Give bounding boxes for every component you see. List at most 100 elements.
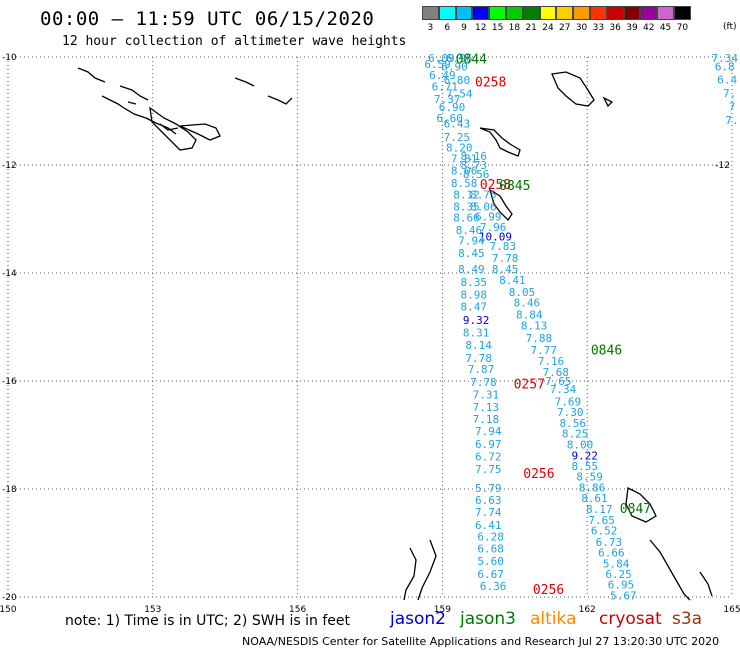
- lon-tick-label: 153: [144, 605, 161, 615]
- map-grid: [7, 56, 733, 598]
- legend-item-cryosat: cryosat: [599, 609, 662, 629]
- scale-label: 70: [676, 23, 689, 33]
- pass-time-label: 0847: [620, 502, 651, 517]
- lat-tick-label: -12: [715, 161, 730, 171]
- track-values: 6.096.966.596.906.496.806.717.547.376.90…: [424, 52, 738, 602]
- wave-height-value: 8.55: [572, 460, 599, 473]
- wave-height-value: 8.00: [567, 439, 594, 452]
- wave-height-value: 8.73: [461, 159, 488, 172]
- scale-swatch-4: 15: [489, 6, 506, 33]
- wave-height-value: 8.49: [458, 263, 485, 276]
- scale-label: 9: [461, 23, 467, 33]
- scale-swatch-13: 42: [640, 6, 658, 33]
- pass-time-label: 0846: [591, 344, 622, 359]
- wave-height-value: 7.88: [526, 332, 553, 345]
- scale-label: 6: [444, 23, 451, 33]
- wave-height-value: 8.41: [499, 274, 526, 287]
- wave-height-value: 7.54: [446, 88, 473, 101]
- wave-height-value: 9.32: [463, 314, 490, 327]
- wave-height-value: 8.98: [461, 289, 488, 302]
- wave-height-value: 6.52: [591, 525, 618, 538]
- wave-height-value: 6.96: [446, 52, 473, 65]
- scale-swatch-5: 18: [505, 6, 523, 33]
- wave-height-value: 6.72: [475, 451, 502, 464]
- wave-height-value: 6.99: [475, 210, 502, 223]
- island-outline: [602, 96, 614, 108]
- wave-height-value: 8.31: [463, 326, 490, 339]
- wave-height-value: 6.60: [436, 112, 463, 125]
- wave-height-value: 8.58: [451, 177, 478, 190]
- scale-label: 45: [659, 23, 672, 33]
- lat-tick-label: -14: [2, 269, 17, 279]
- wave-height-value: 6.41: [475, 519, 502, 532]
- wave-height-value: 8.47: [461, 300, 488, 313]
- wave-height-value: 7.65: [545, 375, 572, 388]
- lon-tick-label: 150: [0, 605, 17, 615]
- island-outline: [479, 127, 521, 157]
- wave-height-value: 7.78: [492, 252, 519, 265]
- pass-time-label: 0845: [499, 179, 530, 194]
- wave-height-value: 8.45: [458, 247, 485, 260]
- scale-label: 18: [508, 23, 521, 33]
- wave-height-value: 5.60: [477, 555, 504, 568]
- lat-tick-label: -16: [2, 377, 17, 387]
- wave-height-value: 8.56: [559, 417, 586, 430]
- island-outline: [159, 123, 179, 131]
- lon-tick-label: 156: [289, 605, 306, 615]
- wave-height-value: 8.13: [521, 319, 548, 332]
- wave-height-value: 6.95: [608, 579, 635, 592]
- scale-swatch-12: 39: [623, 6, 641, 33]
- island-outline: [625, 487, 657, 523]
- wave-height-value: 6.28: [477, 531, 504, 544]
- island-outline: [179, 123, 221, 141]
- scale-swatch-7: 24: [539, 6, 557, 33]
- lat-tick-label: -12: [2, 161, 17, 171]
- wave-height-value: 8.25: [562, 427, 589, 440]
- wave-height-value: 10.09: [479, 230, 512, 243]
- lon-tick-label: 159: [434, 605, 451, 615]
- scale-swatch-2: 9: [455, 6, 473, 33]
- wave-height-value: 6.8: [715, 61, 735, 74]
- wave-height-value: 6.97: [475, 438, 502, 451]
- wave-height-value: 6.71: [432, 81, 459, 94]
- scale-label: 15: [491, 23, 504, 33]
- wave-height-value: 6.73: [596, 536, 623, 549]
- pass-time-label: 0258: [475, 75, 506, 90]
- wave-height-value: 8.75: [470, 189, 497, 202]
- wave-height-value: 8.17: [586, 503, 613, 516]
- island-outline: [551, 71, 595, 107]
- scale-label: 33: [592, 23, 605, 33]
- wave-height-value: 8.20: [446, 142, 473, 155]
- page-title: 00:00 – 11:59 UTC 06/15/2020: [40, 8, 375, 30]
- scale-swatch-10: 33: [589, 6, 607, 33]
- scale-swatch-8: 27: [556, 6, 574, 33]
- wave-height-value: 7.75: [475, 463, 502, 476]
- scale-label: 27: [559, 23, 571, 33]
- wave-height-value: 8.46: [456, 224, 483, 237]
- wave-height-value: 8.45: [492, 263, 519, 276]
- scale-label: 12: [475, 23, 487, 33]
- color-scale: 3 6 9 12 15 18 21 24 27 30 33 36 39 42 45 70: [422, 6, 691, 33]
- color-scale-unit: (ft): [723, 22, 737, 32]
- wave-height-value: 7.: [723, 87, 736, 100]
- wave-height-value: 8.59: [576, 471, 603, 484]
- wave-height-value: 8.35: [453, 201, 480, 214]
- wave-height-value: 7.34: [550, 383, 577, 396]
- wave-height-value: 8.56: [463, 168, 490, 181]
- lat-tick-label: -20: [2, 593, 17, 603]
- wave-height-value: 7.68: [543, 366, 570, 379]
- scale-label: 3: [427, 23, 434, 33]
- scale-swatch-0: 3: [422, 6, 439, 33]
- scale-swatch-6: 21: [522, 6, 540, 33]
- legend-item-s3a: s3a: [672, 609, 703, 629]
- wave-height-value: 6.59: [424, 58, 451, 71]
- wave-height-value: 8.46: [514, 297, 541, 310]
- axis-labels: 150 153 156 159 162 165 -10 -12 -12 -14 -16 -18 -20: [0, 53, 740, 615]
- scale-swatch-15: 70: [673, 6, 691, 33]
- wave-height-value: 6.90: [439, 101, 466, 114]
- scale-swatch-1: 6: [438, 6, 456, 33]
- wave-height-value: 8.86: [579, 481, 606, 494]
- pass-time-label: 0256: [533, 583, 564, 598]
- wave-height-value: 8.06: [451, 164, 478, 177]
